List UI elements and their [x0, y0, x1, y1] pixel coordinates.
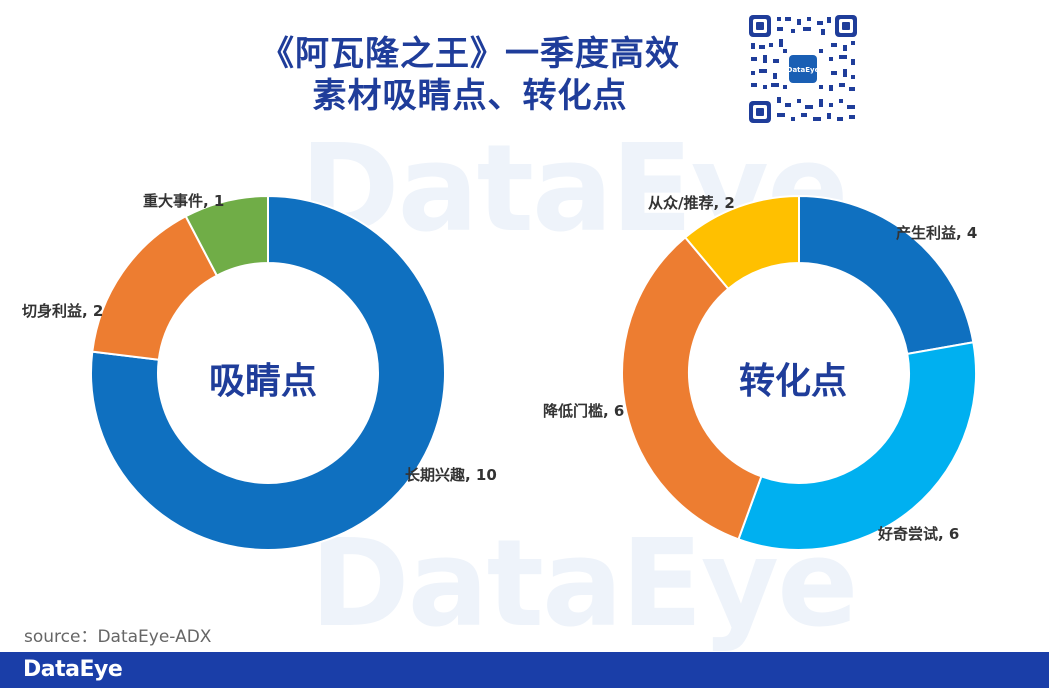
footer-bar: DataEye	[0, 652, 1049, 688]
slice-label-major-event: 重大事件, 1	[143, 192, 225, 210]
donut-slice-0-1	[91, 214, 219, 361]
slice-label-long-interest: 长期兴趣, 10	[405, 466, 497, 484]
qr-code: DataEye	[747, 13, 859, 125]
center-label-attention: 吸睛点	[209, 361, 318, 402]
slice-label-lower-threshold: 降低门槛, 6	[543, 402, 625, 420]
chart-title-line2: 素材吸睛点、转化点	[312, 76, 628, 116]
watermark-top: DataEye	[300, 120, 849, 259]
slice-label-generate-benefit: 产生利益, 4	[896, 224, 978, 242]
center-label-conversion: 转化点	[739, 361, 848, 402]
slice-label-follow-recommend: 从众/推荐, 2	[648, 194, 735, 212]
slice-label-personal-benefit: 切身利益, 2	[22, 302, 104, 320]
chart-title-line1: 《阿瓦隆之王》一季度高效	[260, 34, 680, 74]
qr-badge-text: DataEye	[787, 66, 820, 74]
source-note: source：DataEye-ADX	[24, 627, 212, 647]
watermark-bottom: DataEye	[310, 515, 859, 654]
slice-label-curious-try: 好奇尝试, 6	[878, 525, 960, 543]
footer-logo: DataEye	[23, 657, 123, 682]
